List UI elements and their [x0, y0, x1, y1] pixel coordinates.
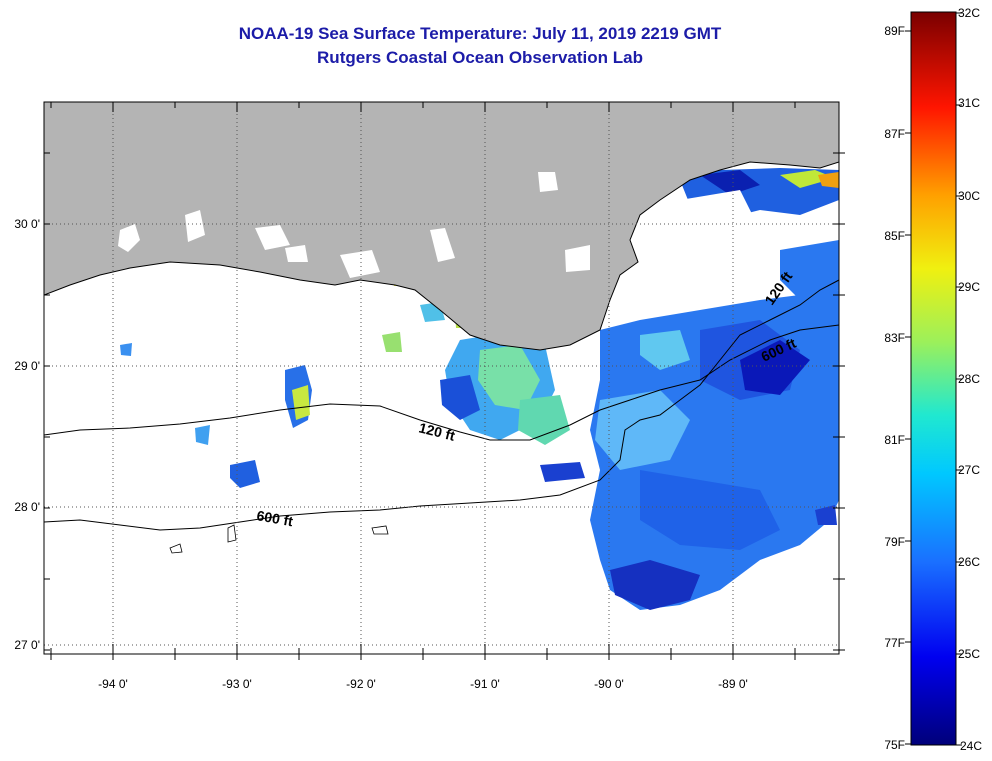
lat-label: 28 0' [14, 500, 40, 514]
lon-label: -89 0' [718, 677, 748, 691]
celsius-label: 29C [958, 280, 980, 294]
celsius-label: 27C [958, 463, 980, 477]
fahrenheit-label: 77F [884, 636, 905, 650]
graticule [44, 102, 839, 654]
lon-label: -94 0' [98, 677, 128, 691]
celsius-label: 26C [958, 555, 980, 569]
lon-label: -93 0' [222, 677, 252, 691]
lon-label: -90 0' [594, 677, 624, 691]
colorbar-gradient [910, 11, 957, 746]
celsius-label: 30C [958, 189, 980, 203]
fahrenheit-label: 75F [884, 738, 905, 752]
map-title: NOAA-19 Sea Surface Temperature: July 11… [238, 24, 722, 43]
celsius-label: 32C [958, 6, 980, 20]
lat-label: 29 0' [14, 359, 40, 373]
lon-label: -91 0' [470, 677, 500, 691]
contour-label-600ft-a: 600 ft [255, 507, 294, 529]
fahrenheit-label: 79F [884, 535, 905, 549]
fahrenheit-label: 89F [884, 24, 905, 38]
lat-label: 30 0' [14, 217, 40, 231]
celsius-label: 28C [958, 372, 980, 386]
contour-120ft-line [44, 324, 839, 441]
lat-label: 27 0' [14, 638, 40, 652]
fahrenheit-label: 83F [884, 331, 905, 345]
contour-600ft-line [44, 279, 839, 531]
latitude-axis: 30 0' 29 0' 28 0' 27 0' [14, 217, 40, 652]
inland-water [118, 172, 760, 300]
temperature-colorbar: 89F 87F 85F 83F 81F 79F 77F 75F 32C 31C … [884, 6, 982, 753]
fahrenheit-label: 87F [884, 127, 905, 141]
land-mass [44, 102, 839, 350]
coastline [44, 161, 839, 351]
fahrenheit-label: 81F [884, 433, 905, 447]
celsius-label: 31C [958, 96, 980, 110]
axis-ticks [44, 102, 845, 660]
celsius-label: 24C [960, 739, 982, 753]
map-frame [43, 101, 840, 655]
map-subtitle: Rutgers Coastal Ocean Observation Lab [317, 48, 643, 67]
fahrenheit-label: 85F [884, 229, 905, 243]
lon-label: -92 0' [346, 677, 376, 691]
celsius-label: 25C [958, 647, 980, 661]
longitude-axis: -94 0' -93 0' -92 0' -91 0' -90 0' -89 0… [98, 677, 748, 691]
